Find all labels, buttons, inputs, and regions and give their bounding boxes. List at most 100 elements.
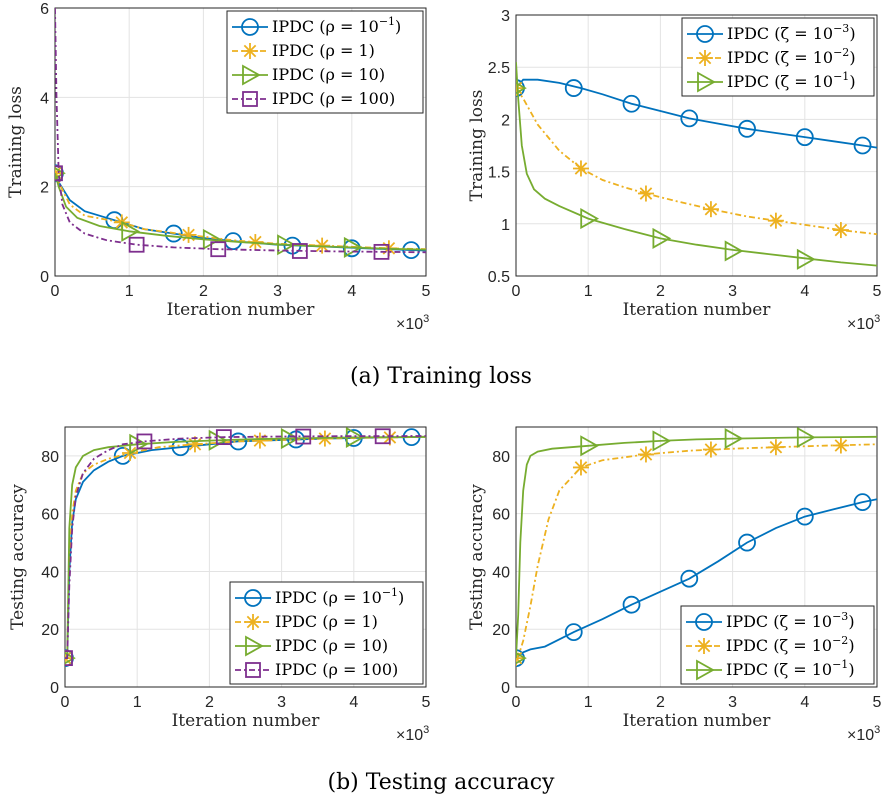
legend-label: IPDC (ζ = 10−2) — [726, 634, 855, 655]
x-multiplier-label: ×103 — [396, 724, 429, 744]
data-point — [796, 248, 816, 270]
legend-marker — [245, 635, 264, 657]
series-2 — [516, 61, 877, 270]
plot-frame — [54, 7, 427, 277]
x-tick-label: 4 — [349, 694, 358, 711]
plot-frame — [515, 14, 878, 277]
data-point — [853, 493, 872, 512]
series-line — [65, 435, 426, 659]
y-tick-label: 40 — [41, 564, 59, 581]
x-tick-label: 1 — [584, 694, 593, 711]
series-3 — [55, 8, 426, 260]
x-tick-label: 2 — [199, 283, 208, 300]
data-point — [136, 433, 153, 450]
data-point — [652, 430, 672, 452]
legend: IPDC (ζ = 10−3) IPDC (ζ = 10−2) IPDC (ζ = … — [680, 605, 875, 685]
x-tick-label: 0 — [512, 283, 521, 300]
data-point — [622, 94, 641, 113]
legend-marker — [245, 662, 261, 678]
data-point — [564, 79, 583, 97]
y-tick-label: 80 — [492, 449, 510, 466]
legend-label: IPDC (ρ = 10−1) — [272, 15, 401, 36]
y-tick-label: 0.5 — [488, 269, 510, 286]
data-point — [580, 435, 600, 457]
data-point — [572, 160, 589, 177]
data-point — [795, 128, 814, 147]
data-point — [373, 243, 390, 260]
y-tick-label: 1.5 — [488, 165, 510, 182]
series-line — [516, 498, 877, 659]
x-tick-label: 3 — [277, 694, 286, 711]
legend-marker — [245, 614, 261, 630]
legend-marker — [244, 589, 262, 607]
y-tick-label: 3 — [501, 8, 510, 25]
x-tick-label: 2 — [656, 283, 665, 300]
data-point — [55, 165, 63, 182]
data-point — [65, 650, 73, 667]
data-point — [702, 441, 719, 458]
legend-marker — [241, 18, 259, 36]
series-line — [516, 87, 877, 236]
y-axis-label: Training loss — [6, 86, 26, 198]
series-line — [516, 78, 877, 149]
series-0 — [516, 78, 877, 155]
y-tick-label: 20 — [41, 622, 59, 639]
legend-box — [226, 10, 424, 114]
data-point — [738, 119, 756, 138]
y-tick-label: 6 — [40, 1, 49, 18]
x-tick-label: 3 — [728, 283, 737, 300]
x-axis-label: Iteration number — [623, 300, 772, 320]
x-axis-label: Iteration number — [167, 300, 316, 320]
y-tick-label: 40 — [492, 564, 510, 581]
data-point — [702, 201, 719, 218]
data-point — [622, 595, 641, 614]
data-point — [767, 212, 784, 229]
legend-label: IPDC (ζ = 10−1) — [726, 658, 855, 679]
legend-label: IPDC (ρ = 1) — [275, 612, 378, 631]
x-tick-label: 0 — [512, 694, 521, 711]
y-tick-label: 1 — [501, 217, 510, 234]
data-point — [128, 236, 145, 253]
legend-label: IPDC (ζ = 10−1) — [727, 70, 856, 91]
series-line — [516, 435, 877, 659]
x-tick-label: 4 — [800, 283, 809, 300]
x-tick-label: 4 — [800, 694, 809, 711]
data-point — [121, 220, 141, 242]
data-point — [767, 439, 784, 456]
series-1 — [516, 80, 877, 239]
x-tick-label: 5 — [422, 694, 431, 711]
data-point — [345, 427, 365, 448]
data-point — [295, 428, 312, 445]
data-point — [164, 224, 183, 243]
y-tick-label: 4 — [40, 90, 49, 107]
data-point — [738, 533, 756, 552]
legend-label: IPDC (ρ = 100) — [275, 660, 398, 679]
legend-marker — [695, 613, 713, 631]
data-point — [516, 81, 527, 95]
data-point — [180, 226, 197, 243]
legend-marker — [696, 25, 714, 43]
chart-panel-2: 0 1 2 3 4 5 0 20 40 60 80 Iteration number Testing a… — [8, 426, 431, 744]
data-point — [680, 109, 699, 128]
y-tick-label: 2 — [501, 112, 510, 129]
y-axis-label: Testing accuracy — [8, 484, 28, 630]
data-point — [832, 437, 849, 454]
x-tick-label: 0 — [61, 694, 70, 711]
data-point — [65, 652, 76, 665]
x-tick-label: 1 — [125, 283, 134, 300]
y-tick-label: 0 — [50, 680, 59, 697]
data-point — [652, 227, 672, 249]
legend-label: IPDC (ζ = 10−3) — [726, 610, 855, 631]
data-point — [832, 222, 849, 239]
x-tick-label: 1 — [133, 694, 142, 711]
series-0 — [55, 164, 426, 259]
x-tick-label: 3 — [273, 283, 282, 300]
legend-label: IPDC (ρ = 1) — [272, 41, 375, 60]
legend-marker — [697, 71, 716, 93]
caption-b: (b) Testing accuracy — [328, 770, 556, 795]
data-point — [853, 136, 872, 155]
data-point — [572, 459, 589, 476]
data-point — [796, 427, 816, 448]
